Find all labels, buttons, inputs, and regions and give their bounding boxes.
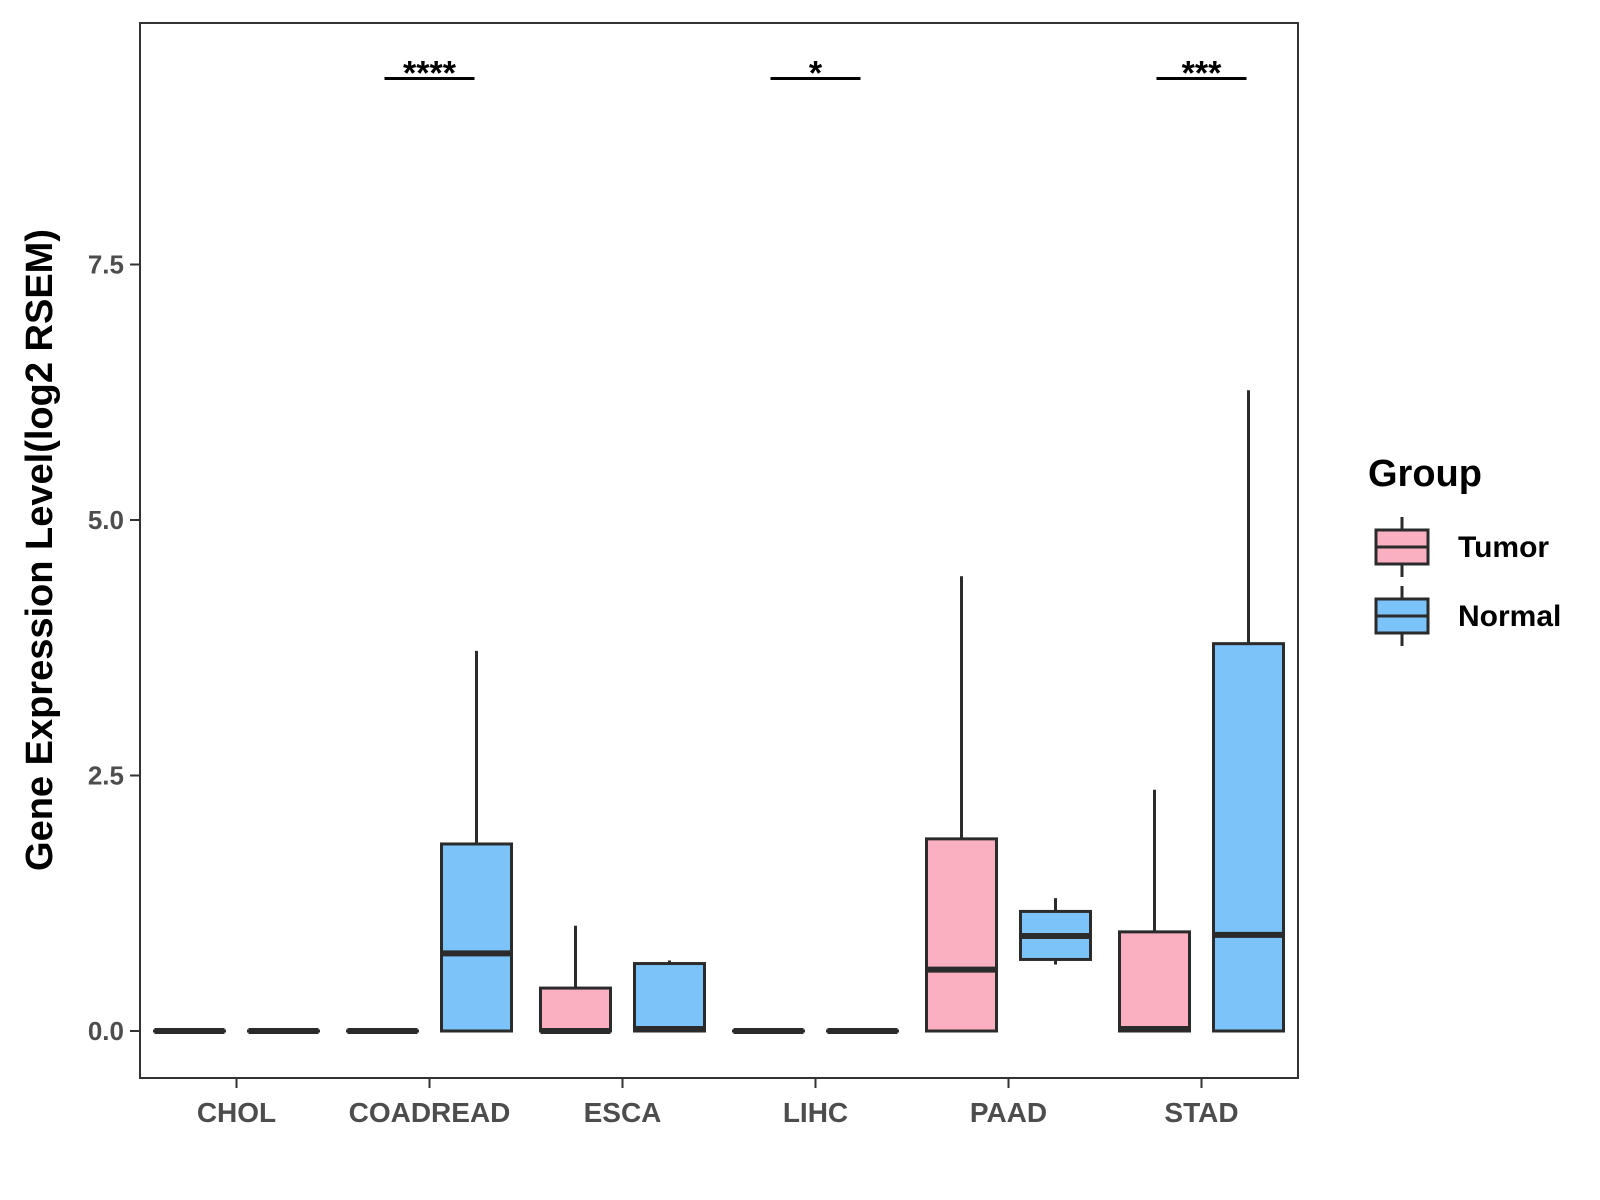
box-normal-stad [1212,390,1285,1033]
x-tick-label: STAD [1164,1097,1238,1128]
box-body [440,842,513,1033]
box-body [925,837,998,1033]
y-tick-label: 0.0 [88,1016,124,1046]
legend: Group Tumor Normal [1368,453,1561,646]
significance-label: **** [403,54,457,92]
box-body [539,986,612,1033]
y-axis: 0.0 2.5 5.0 7.5 [88,250,140,1046]
legend-key-normal [1374,586,1430,646]
box-normal-coadread [440,650,513,1033]
x-tick-label: PAAD [970,1097,1047,1128]
box-tumor-esca [539,925,612,1034]
significance-label: * [809,54,823,92]
y-tick-label: 5.0 [88,505,124,535]
legend-title: Group [1368,453,1482,495]
box-body [1118,930,1191,1033]
x-axis: CHOL COADREAD ESCA LIHC PAAD STAD [197,1078,1239,1128]
y-tick-label: 7.5 [88,250,124,280]
legend-label: Tumor [1458,531,1549,564]
legend-key-tumor [1374,517,1430,577]
significance-annotations: **** * *** [384,54,1247,92]
box-normal-paad [1019,898,1092,965]
x-tick-label: CHOL [197,1097,276,1128]
box-normal-esca [633,960,706,1033]
significance-label: *** [1182,54,1222,92]
legend-label: Normal [1458,600,1561,633]
x-tick-label: ESCA [584,1097,662,1128]
box-tumor-stad [1118,789,1191,1033]
x-tick-label: LIHC [783,1097,848,1128]
x-tick-label: COADREAD [349,1097,511,1128]
y-axis-title: Gene Expression Level(log2 RSEM) [19,229,61,871]
plot-boxes [153,390,1285,1034]
box-body [1212,642,1285,1033]
y-tick-label: 2.5 [88,761,124,791]
box-tumor-paad [925,576,998,1033]
plot-panel-border [139,22,1299,1079]
box-body [633,962,706,1033]
